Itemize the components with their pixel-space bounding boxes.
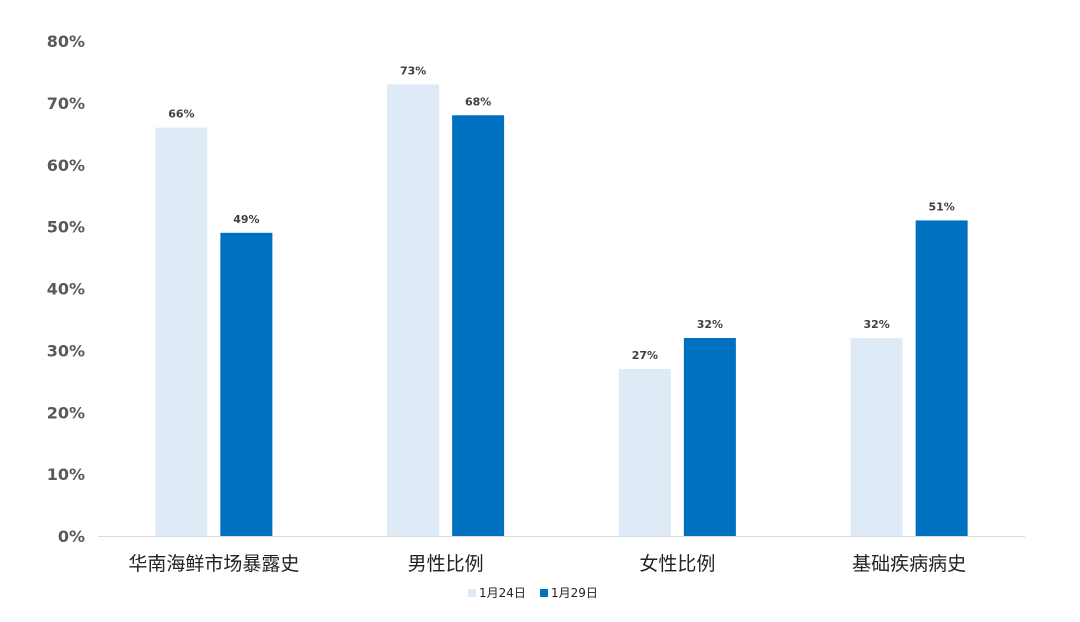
data-label: 68% xyxy=(465,95,491,108)
bars xyxy=(155,84,968,536)
y-tick-label: 60% xyxy=(47,156,85,175)
data-label: 27% xyxy=(632,349,658,362)
category-labels: 华南海鲜市场暴露史 男性比例 女性比例 基础疾病病史 xyxy=(128,553,966,575)
y-tick-label: 20% xyxy=(47,403,85,422)
data-label: 32% xyxy=(697,318,723,331)
y-axis-ticks: 0% 10% 20% 30% 40% 50% 60% 70% 80% xyxy=(47,32,85,546)
data-label: 73% xyxy=(400,64,426,77)
legend-label: 1月24日 xyxy=(479,586,526,600)
data-label: 49% xyxy=(233,213,259,226)
y-tick-label: 70% xyxy=(47,94,85,113)
bar xyxy=(452,115,505,536)
bar xyxy=(618,368,671,536)
category-label: 男性比例 xyxy=(408,553,484,575)
data-label: 66% xyxy=(168,108,194,121)
data-label: 51% xyxy=(928,200,954,213)
y-tick-label: 40% xyxy=(47,280,85,299)
bar xyxy=(850,338,903,536)
category-label: 华南海鲜市场暴露史 xyxy=(128,553,299,575)
y-tick-label: 50% xyxy=(47,218,85,237)
bar xyxy=(220,232,273,536)
bar xyxy=(387,84,440,536)
bar xyxy=(155,127,208,536)
category-label: 基础疾病病史 xyxy=(852,553,966,575)
y-tick-label: 30% xyxy=(47,341,85,360)
legend-swatch xyxy=(540,589,548,597)
data-labels: 66% 49% 73% 68% 27% 32% 32% 51% xyxy=(168,64,955,362)
legend-swatch xyxy=(468,589,476,597)
y-tick-label: 10% xyxy=(47,465,85,484)
y-tick-label: 80% xyxy=(47,32,85,51)
bar xyxy=(683,338,736,536)
data-label: 32% xyxy=(863,318,889,331)
legend-label: 1月29日 xyxy=(551,586,598,600)
y-tick-label: 0% xyxy=(58,527,85,546)
legend: 1月24日 1月29日 xyxy=(468,586,598,600)
bar xyxy=(915,220,968,536)
category-label: 女性比例 xyxy=(639,553,715,575)
